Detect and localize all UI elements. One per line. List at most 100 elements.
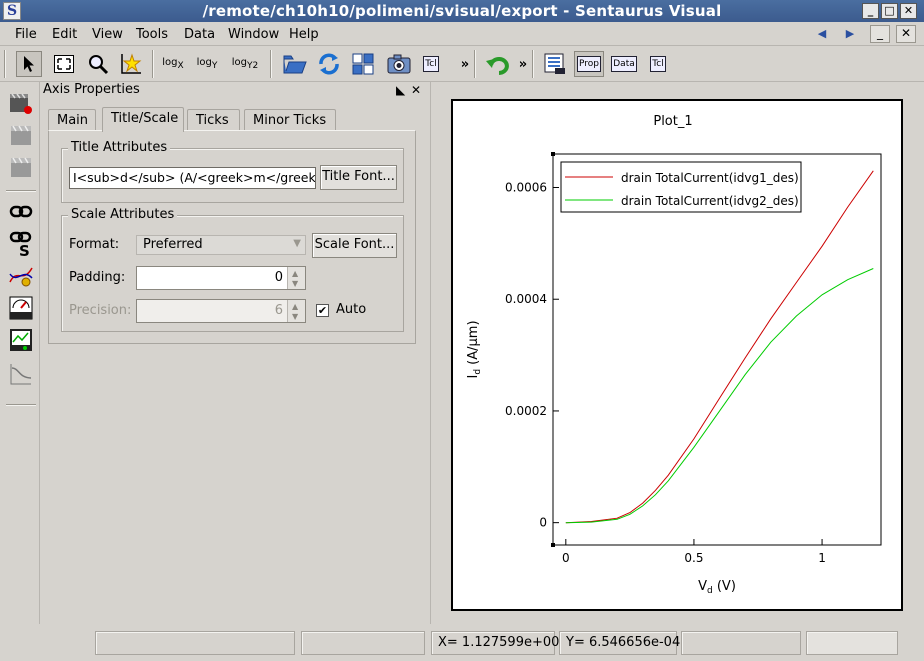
menu-view[interactable]: View [92, 27, 123, 42]
plot-view-icon[interactable] [9, 328, 33, 352]
axis-properties-panel: Axis Properties ◣ ✕ Main Title/Scale Tic… [40, 82, 428, 624]
scale-attributes-heading: Scale Attributes [68, 207, 178, 222]
series-line-1[interactable] [565, 170, 874, 524]
step-up-icon[interactable]: ▲ [292, 302, 299, 311]
format-label: Format: [69, 237, 120, 252]
log-y-icon[interactable]: logY [196, 57, 218, 71]
undo-icon[interactable] [484, 51, 510, 77]
mdi-close-icon[interactable]: ✕ [896, 25, 916, 43]
minimize-icon[interactable]: _ [862, 3, 879, 19]
next-window-icon[interactable]: ▶ [845, 27, 855, 40]
step-up-icon[interactable]: ▲ [292, 269, 299, 278]
zoom-icon[interactable] [85, 51, 111, 77]
toolbar-separator [474, 50, 476, 78]
padding-label: Padding: [69, 270, 126, 285]
y-tick-label: 0.0004 [505, 292, 547, 306]
legend-box [560, 161, 802, 213]
legend-entry: drain TotalCurrent(idvg2_des) [621, 194, 799, 208]
y-tick-label: 0.0002 [505, 404, 547, 418]
series-line-2[interactable] [565, 268, 874, 524]
svg-text:S: S [19, 242, 30, 257]
log-x-icon[interactable]: logX [162, 57, 184, 71]
toolbar-separator [532, 50, 534, 78]
menu-window[interactable]: Window [228, 27, 280, 42]
y-tick-label: 0.0006 [505, 181, 547, 195]
movie-export-icon[interactable] [9, 156, 33, 180]
menu-edit[interactable]: Edit [52, 27, 78, 42]
side-toolbar-separator [6, 190, 36, 192]
x-tick-label: 0 [562, 551, 570, 565]
tab-title-scale[interactable]: Title/Scale [102, 107, 184, 132]
side-toolbar-separator [6, 404, 36, 406]
menu-help[interactable]: Help [289, 27, 319, 42]
maximize-icon[interactable]: □ [881, 3, 898, 19]
panel-close-icon[interactable]: ✕ [411, 83, 422, 97]
fit-view-icon[interactable] [51, 51, 77, 77]
menu-tools[interactable]: Tools [136, 27, 169, 42]
legend[interactable]: drain TotalCurrent(idvg1_des)drain Total… [560, 161, 802, 213]
precision-spinbox[interactable]: 6 ▲ ▼ [136, 299, 306, 323]
open-folder-icon[interactable] [282, 51, 308, 77]
padding-value: 0 [274, 270, 283, 285]
properties-list-icon[interactable] [542, 51, 568, 77]
auto-label: Auto [336, 302, 367, 317]
close-icon[interactable]: ✕ [900, 3, 917, 19]
step-down-icon[interactable]: ▼ [292, 279, 299, 288]
link-frames-icon[interactable] [350, 51, 376, 77]
previous-window-icon[interactable]: ◀ [817, 27, 827, 40]
menu-data[interactable]: Data [184, 27, 216, 42]
gauge-icon[interactable] [9, 296, 33, 320]
status-cell [301, 631, 425, 655]
padding-spinbox[interactable]: 0 ▲ ▼ [136, 266, 306, 290]
title-font-button[interactable]: Title Font... [320, 165, 397, 190]
step-curve-icon[interactable] [9, 362, 33, 386]
pointer-icon[interactable] [16, 51, 42, 77]
menu-bar: File Edit View Tools Data Window Help ◀ … [0, 22, 924, 46]
app-icon[interactable]: S [3, 2, 21, 20]
axis-title-input[interactable]: I<sub>d</sub> (A/<greek>m</greek>m) [69, 167, 316, 189]
menu-file[interactable]: File [15, 27, 37, 42]
scale-attributes-group: Scale Attributes Format: Preferred ▼ Sca… [61, 207, 404, 332]
prop-panel-icon[interactable]: Prop [574, 51, 604, 77]
axis-corner-marker [551, 152, 555, 156]
tcl-panel-icon[interactable]: Tcl [643, 51, 673, 77]
record-movie-icon[interactable] [9, 92, 33, 116]
movie-frame-icon[interactable] [9, 124, 33, 148]
padding-stepper[interactable]: ▲ ▼ [287, 267, 305, 289]
link-icon[interactable] [9, 200, 33, 224]
auto-checkbox[interactable]: ✔ [316, 304, 329, 317]
panel-undock-icon[interactable]: ◣ [396, 83, 406, 97]
x-tick-label: 1 [818, 551, 826, 565]
window-title: /remote/ch10h10/polimeni/svisual/export … [202, 2, 722, 20]
precision-stepper[interactable]: ▲ ▼ [287, 300, 305, 322]
toolbar-more-icon-2[interactable]: » [518, 56, 528, 72]
status-bar: X= 1.127599e+00 Y= 6.546656e-04 [0, 627, 924, 661]
window-title-bar[interactable]: S /remote/ch10h10/polimeni/svisual/expor… [0, 0, 924, 22]
star-axis-icon[interactable] [118, 51, 144, 77]
x-axis-label: Vd (V) [698, 579, 736, 596]
step-down-icon[interactable]: ▼ [292, 312, 299, 321]
camera-icon[interactable] [386, 51, 412, 77]
status-cell [95, 631, 295, 655]
reload-icon[interactable] [316, 51, 342, 77]
plot-frame[interactable]: Plot_1 0 0.0002 0.0004 0.0006 0 0.5 1 Vd (V) … [451, 99, 903, 611]
tab-panel: Title Attributes I<sub>d</sub> (A/<greek… [48, 130, 416, 344]
scale-font-button[interactable]: Scale Font... [312, 233, 397, 258]
legend-entry: drain TotalCurrent(idvg1_des) [621, 171, 799, 185]
y-axis-label: Id (A/μm) [466, 320, 483, 378]
tab-main[interactable]: Main [48, 109, 96, 131]
link-special-icon[interactable]: S [9, 231, 33, 257]
toolbar-more-icon[interactable]: » [460, 56, 470, 72]
side-toolbar: S [0, 82, 40, 624]
plot-area: Plot_1 0 0.0002 0.0004 0.0006 0 0.5 1 Vd (V) … [430, 82, 924, 624]
format-select[interactable]: Preferred ▼ [136, 235, 306, 255]
tab-ticks[interactable]: Ticks [187, 109, 240, 131]
tcl-console-icon[interactable]: Tcl [418, 51, 444, 77]
tab-minor-ticks[interactable]: Minor Ticks [244, 109, 336, 131]
log-y2-icon[interactable]: logY2 [231, 57, 259, 71]
curve-settings-icon[interactable] [9, 264, 33, 288]
data-panel-icon[interactable]: Data [609, 51, 639, 77]
mdi-minimize-icon[interactable]: _ [870, 25, 890, 43]
status-cell [681, 631, 801, 655]
